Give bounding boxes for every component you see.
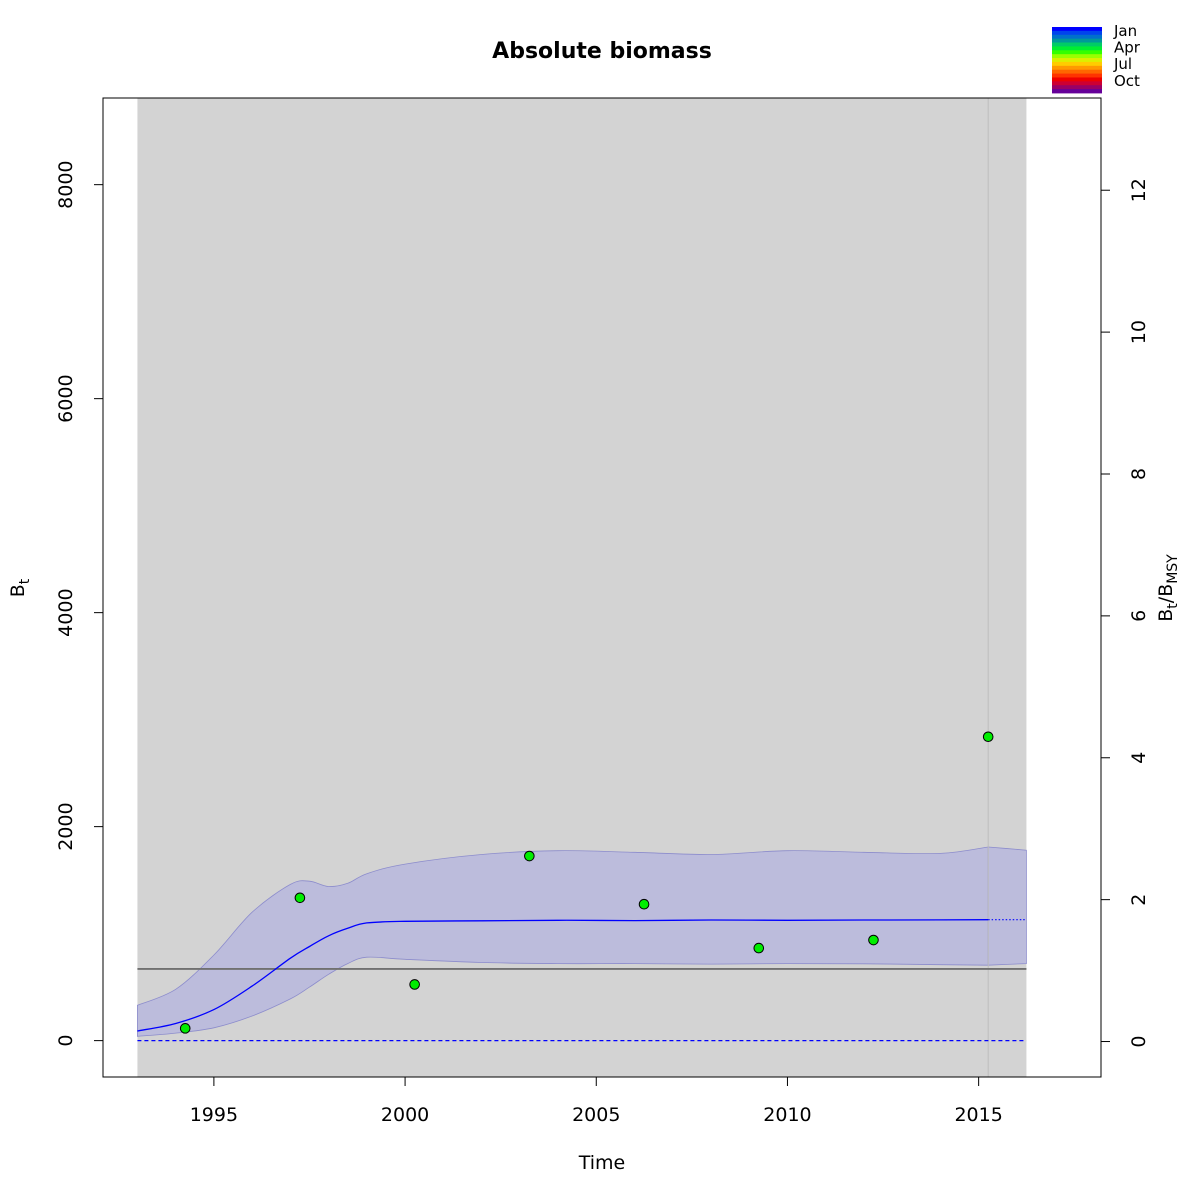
y-tick-label: 6000 [55, 374, 77, 422]
x-tick-label: 2005 [572, 1104, 620, 1126]
forecast-confidence-band [987, 846, 1027, 966]
observation-point [179, 1023, 191, 1034]
y-axis-label-subscript: t [17, 578, 33, 584]
season-color-swatch [1052, 77, 1102, 82]
y2-axis-label: Bt/BMSY [1155, 554, 1181, 622]
y-tick-label: 8000 [55, 160, 77, 208]
observation-point [982, 731, 994, 743]
observation-points [179, 731, 994, 1034]
season-color-swatch [1052, 50, 1102, 55]
observation-point [524, 850, 535, 862]
season-color-swatch [1052, 81, 1102, 86]
season-color-swatch [1052, 34, 1102, 40]
season-color-swatch [1052, 42, 1102, 47]
y2-tick-label: 4 [1128, 752, 1150, 764]
season-legend-label: Jan [1113, 22, 1137, 40]
y2-axis-label-sub1: t [1165, 603, 1181, 609]
season-color-swatch [1052, 27, 1102, 32]
plot-frame [102, 97, 1102, 1078]
y-axis-label-main: B [7, 584, 29, 597]
season-color-swatch [1052, 30, 1102, 36]
y2-tick-label: 8 [1128, 468, 1150, 480]
season-color-swatch [1052, 69, 1102, 74]
y2-tick-label: 10 [1128, 320, 1150, 344]
observation-point [638, 898, 650, 910]
season-color-swatch [1052, 38, 1102, 43]
season-legend-label: Oct [1114, 72, 1140, 90]
observation-point [409, 979, 420, 990]
season-legend-label: Jul [1113, 55, 1132, 73]
y-tick-label: 0 [55, 1035, 77, 1047]
y2-tick-label: 6 [1128, 610, 1150, 622]
y-axis-right: 0 2 4 6 8 10 12 [1101, 178, 1150, 1048]
season-color-swatch [1052, 46, 1102, 51]
observation-point [294, 892, 306, 904]
x-tick-label: 2010 [763, 1104, 811, 1126]
y2-axis-label-sep: /B [1155, 584, 1177, 603]
y2-tick-label: 12 [1128, 178, 1150, 202]
season-color-swatch [1052, 85, 1102, 90]
y2-tick-label: 2 [1128, 894, 1150, 906]
x-axis: 1995 2000 2005 2010 2015 [190, 1077, 1003, 1126]
y2-axis-label-main1: B [1155, 609, 1177, 622]
x-tick-label: 2015 [954, 1104, 1002, 1126]
season-color-swatch [1052, 65, 1102, 71]
y-tick-label: 4000 [55, 588, 77, 636]
y-axis-left: 0 2000 4000 6000 8000 [55, 160, 103, 1047]
season-legend-label: Apr [1114, 39, 1141, 57]
season-color-swatch [1052, 61, 1102, 67]
x-axis-label: Time [578, 1152, 626, 1174]
biomass-estimate-line [137, 919, 989, 1032]
season-color-swatch [1052, 54, 1102, 59]
y2-tick-label: 0 [1128, 1035, 1150, 1047]
season-color-swatch [1052, 58, 1102, 63]
season-color-swatch [1052, 89, 1102, 94]
observation-point [868, 934, 879, 946]
chart-title: Absolute biomass [492, 39, 712, 64]
y2-axis-label-sub2: MSY [1165, 554, 1181, 584]
x-tick-label: 2000 [381, 1104, 429, 1126]
x-tick-label: 1995 [190, 1104, 238, 1126]
y-axis-label: Bt [7, 578, 33, 597]
y-tick-label: 2000 [55, 802, 77, 850]
observation-point [753, 942, 765, 954]
season-color-swatch [1052, 73, 1102, 78]
